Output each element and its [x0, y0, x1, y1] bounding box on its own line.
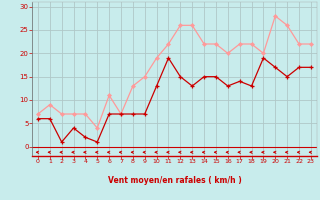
- X-axis label: Vent moyen/en rafales ( km/h ): Vent moyen/en rafales ( km/h ): [108, 176, 241, 185]
